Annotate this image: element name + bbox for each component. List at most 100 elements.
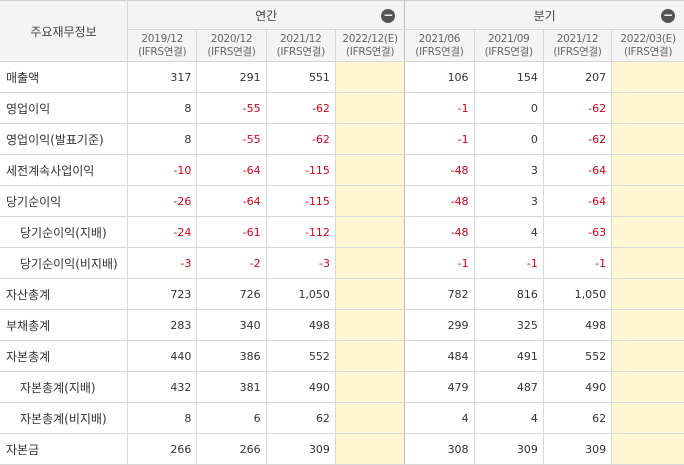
annual-value-cell: -61 bbox=[196, 216, 267, 248]
table-corner-label: 주요재무정보 bbox=[0, 0, 129, 62]
quarter-value-cell: 479 bbox=[404, 371, 475, 403]
annual-value-cell bbox=[334, 371, 406, 403]
annual-value-cell: -2 bbox=[196, 247, 267, 279]
quarter-period-header: 2021/09 (IFRS연결) bbox=[473, 29, 544, 62]
annual-value-cell bbox=[334, 216, 406, 248]
annual-value-cell: -26 bbox=[127, 185, 198, 217]
quarter-value-cell: -48 bbox=[404, 185, 475, 217]
table-row: 당기순이익 -26 -64 -115 -48 3 -64 bbox=[0, 185, 684, 217]
annual-value-cell: 726 bbox=[196, 278, 267, 310]
row-label[interactable]: 당기순이익(비지배) bbox=[0, 247, 129, 279]
annual-value-cell: 723 bbox=[127, 278, 198, 310]
quarter-value-cell: 552 bbox=[542, 340, 613, 372]
period-basis: (IFRS연결) bbox=[415, 45, 464, 58]
annual-value-cell: 432 bbox=[127, 371, 198, 403]
quarter-value-cell: 3 bbox=[473, 185, 544, 217]
period-date: 2021/09 bbox=[487, 32, 530, 45]
quarter-value-cell bbox=[611, 92, 684, 124]
annual-value-cell: 8 bbox=[127, 402, 198, 434]
quarter-value-cell: 498 bbox=[542, 309, 613, 341]
row-label[interactable]: 당기순이익 bbox=[0, 185, 129, 217]
annual-value-cell: -10 bbox=[127, 154, 198, 186]
row-label[interactable]: 세전계속사업이익 bbox=[0, 154, 129, 186]
annual-collapse-icon[interactable]: − bbox=[381, 8, 396, 23]
quarter-value-cell bbox=[611, 371, 684, 403]
annual-value-cell: -24 bbox=[127, 216, 198, 248]
quarter-value-cell: -48 bbox=[404, 216, 475, 248]
quarter-value-cell bbox=[611, 123, 684, 155]
quarter-value-cell: 490 bbox=[542, 371, 613, 403]
annual-value-cell: -55 bbox=[196, 92, 267, 124]
row-label[interactable]: 자본총계(지배) bbox=[0, 371, 129, 403]
quarter-value-cell: 106 bbox=[404, 61, 475, 93]
row-label[interactable]: 자본총계 bbox=[0, 340, 129, 372]
quarter-value-cell: -62 bbox=[542, 123, 613, 155]
annual-value-cell: 386 bbox=[196, 340, 267, 372]
quarter-value-cell: -64 bbox=[542, 185, 613, 217]
quarter-value-cell bbox=[611, 185, 684, 217]
row-label[interactable]: 부채총계 bbox=[0, 309, 129, 341]
row-label[interactable]: 당기순이익(지배) bbox=[0, 216, 129, 248]
quarter-value-cell: -63 bbox=[542, 216, 613, 248]
quarter-value-cell: -1 bbox=[473, 247, 544, 279]
annual-value-cell: -55 bbox=[196, 123, 267, 155]
quarterly-collapse-icon[interactable]: − bbox=[661, 8, 675, 23]
period-basis: (IFRS연결) bbox=[553, 45, 602, 58]
quarter-value-cell: 782 bbox=[404, 278, 475, 310]
annual-value-cell bbox=[334, 278, 406, 310]
period-basis: (IFRS연결) bbox=[207, 45, 256, 58]
annual-value-cell: 498 bbox=[265, 309, 336, 341]
period-date: 2021/06 bbox=[418, 32, 461, 45]
table-row: 영업이익(발표기준) 8 -55 -62 -1 0 -62 bbox=[0, 123, 684, 155]
row-label[interactable]: 자본총계(비지배) bbox=[0, 402, 129, 434]
quarter-value-cell: 154 bbox=[473, 61, 544, 93]
quarter-value-cell: 207 bbox=[542, 61, 613, 93]
annual-value-cell: 283 bbox=[127, 309, 198, 341]
quarter-value-cell: 3 bbox=[473, 154, 544, 186]
annual-value-cell: 62 bbox=[265, 402, 336, 434]
quarter-value-cell: 1,050 bbox=[542, 278, 613, 310]
table-row: 자본총계(지배) 432 381 490 479 487 490 bbox=[0, 371, 684, 403]
quarter-value-cell: 4 bbox=[473, 402, 544, 434]
quarter-value-cell: -64 bbox=[542, 154, 613, 186]
period-date: 2022/03(E) bbox=[620, 32, 676, 45]
annual-value-cell bbox=[334, 123, 406, 155]
annual-period-header: 2019/12 (IFRS연결) bbox=[127, 29, 198, 62]
quarter-value-cell bbox=[611, 247, 684, 279]
period-basis: (IFRS연결) bbox=[138, 45, 187, 58]
annual-value-cell: 340 bbox=[196, 309, 267, 341]
annual-value-cell: 8 bbox=[127, 92, 198, 124]
row-label[interactable]: 매출액 bbox=[0, 61, 129, 93]
table-row: 자본총계(비지배) 8 6 62 4 4 62 bbox=[0, 402, 684, 434]
period-basis: (IFRS연결) bbox=[276, 45, 326, 58]
table-row: 당기순이익(지배) -24 -61 -112 -48 4 -63 bbox=[0, 216, 684, 248]
quarterly-group-label: 분기 bbox=[533, 8, 556, 23]
quarter-value-cell bbox=[611, 61, 684, 93]
quarter-value-cell: 62 bbox=[542, 402, 613, 434]
table-row: 자산총계 723 726 1,050 782 816 1,050 bbox=[0, 278, 684, 310]
annual-value-cell bbox=[334, 92, 406, 124]
annual-value-cell: -115 bbox=[265, 185, 336, 217]
quarter-period-header: 2021/12 (IFRS연결) bbox=[542, 29, 613, 62]
period-date: 2020/12 bbox=[210, 32, 253, 45]
annual-value-cell: 551 bbox=[265, 61, 336, 93]
annual-value-cell bbox=[334, 185, 406, 217]
annual-value-cell: 8 bbox=[127, 123, 198, 155]
annual-value-cell: -62 bbox=[265, 123, 336, 155]
table-body: 매출액 317 291 551 106 154 207 영업이익 8 -55 -62 -1 0 -62 영업… bbox=[0, 61, 684, 465]
period-basis: (IFRS연결) bbox=[484, 45, 534, 58]
quarter-value-cell: -48 bbox=[404, 154, 475, 186]
annual-group-header: 연간 − bbox=[127, 0, 406, 30]
annual-period-header: 2020/12 (IFRS연결) bbox=[196, 29, 267, 62]
quarter-value-cell: 299 bbox=[404, 309, 475, 341]
table-row: 세전계속사업이익 -10 -64 -115 -48 3 -64 bbox=[0, 154, 684, 186]
annual-value-cell: 317 bbox=[127, 61, 198, 93]
annual-value-cell bbox=[334, 154, 406, 186]
row-label[interactable]: 영업이익(발표기준) bbox=[0, 123, 129, 155]
table-row: 부채총계 283 340 498 299 325 498 bbox=[0, 309, 684, 341]
row-label[interactable]: 자산총계 bbox=[0, 278, 129, 310]
row-label[interactable]: 영업이익 bbox=[0, 92, 129, 124]
annual-value-cell: 1,050 bbox=[265, 278, 336, 310]
quarter-value-cell: 4 bbox=[404, 402, 475, 434]
annual-value-cell: -64 bbox=[196, 154, 267, 186]
